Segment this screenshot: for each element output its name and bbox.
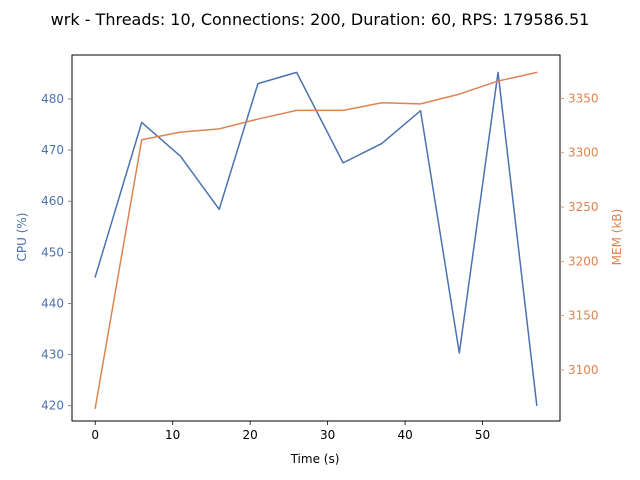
- y-axis-mem: 3100 3150 3200 3250 3300 3350: [560, 91, 599, 377]
- x-tick-label: 0: [91, 428, 99, 442]
- y-right-tick-label: 3250: [568, 200, 599, 214]
- chart-title: wrk - Threads: 10, Connections: 200, Dur…: [51, 10, 590, 29]
- plot-frame: [71, 54, 561, 422]
- y-left-tick-label: 430: [41, 348, 64, 362]
- x-tick-label: 30: [320, 428, 335, 442]
- y-axis-left-title: CPU (%): [15, 213, 29, 262]
- y-right-tick-label: 3150: [568, 309, 599, 323]
- series-layer: [94, 71, 538, 409]
- y-right-tick-label: 3300: [568, 146, 599, 160]
- y-left-tick-label: 470: [41, 143, 64, 157]
- y-left-tick-label: 440: [41, 296, 64, 310]
- x-tick-label: 40: [397, 428, 412, 442]
- y-axis-cpu: 420 430 440 450 460 470 480: [41, 92, 72, 413]
- y-left-tick-label: 420: [41, 399, 64, 413]
- y-axis-right-title: MEM (kB): [610, 209, 624, 266]
- y-right-tick-label: 3350: [568, 91, 599, 105]
- y-right-tick-label: 3200: [568, 254, 599, 268]
- y-right-tick-label: 3100: [568, 363, 599, 377]
- y-left-tick-label: 450: [41, 245, 64, 259]
- x-tick-label: 50: [475, 428, 490, 442]
- x-tick-label: 10: [165, 428, 180, 442]
- x-axis: 0 10 20 30 40 50: [91, 421, 490, 442]
- series-line-cpu: [94, 71, 538, 406]
- series-line-mem: [94, 71, 538, 409]
- x-axis-title: Time (s): [290, 452, 340, 466]
- y-left-tick-label: 480: [41, 92, 64, 106]
- y-left-tick-label: 460: [41, 194, 64, 208]
- x-tick-label: 20: [243, 428, 258, 442]
